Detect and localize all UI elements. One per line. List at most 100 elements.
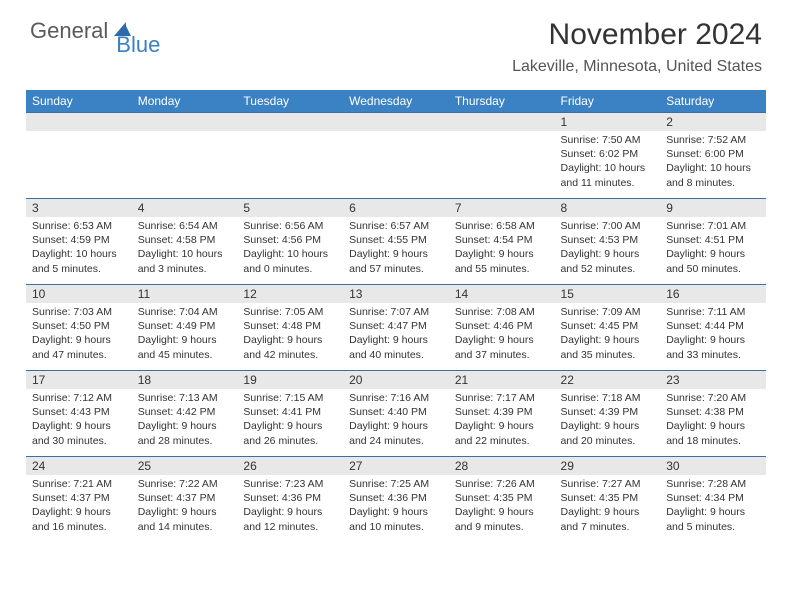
calendar-table: SundayMondayTuesdayWednesdayThursdayFrid… bbox=[26, 90, 766, 543]
month-title: November 2024 bbox=[512, 18, 762, 52]
calendar-day-cell bbox=[449, 113, 555, 199]
day-number: 20 bbox=[343, 371, 449, 389]
calendar-day-cell: 24Sunrise: 7:21 AMSunset: 4:37 PMDayligh… bbox=[26, 457, 132, 543]
weekday-header: Friday bbox=[555, 90, 661, 113]
calendar-day-cell: 9Sunrise: 7:01 AMSunset: 4:51 PMDaylight… bbox=[660, 199, 766, 285]
empty-day-bar bbox=[237, 113, 343, 131]
day-number: 24 bbox=[26, 457, 132, 475]
calendar-day-cell: 13Sunrise: 7:07 AMSunset: 4:47 PMDayligh… bbox=[343, 285, 449, 371]
weekday-header: Monday bbox=[132, 90, 238, 113]
calendar-day-cell: 27Sunrise: 7:25 AMSunset: 4:36 PMDayligh… bbox=[343, 457, 449, 543]
day-info: Sunrise: 7:13 AMSunset: 4:42 PMDaylight:… bbox=[132, 389, 238, 450]
day-info: Sunrise: 6:54 AMSunset: 4:58 PMDaylight:… bbox=[132, 217, 238, 278]
day-info: Sunrise: 6:57 AMSunset: 4:55 PMDaylight:… bbox=[343, 217, 449, 278]
calendar-day-cell: 14Sunrise: 7:08 AMSunset: 4:46 PMDayligh… bbox=[449, 285, 555, 371]
day-number: 10 bbox=[26, 285, 132, 303]
day-info: Sunrise: 7:18 AMSunset: 4:39 PMDaylight:… bbox=[555, 389, 661, 450]
day-number: 19 bbox=[237, 371, 343, 389]
calendar-week-row: 17Sunrise: 7:12 AMSunset: 4:43 PMDayligh… bbox=[26, 371, 766, 457]
weekday-header: Saturday bbox=[660, 90, 766, 113]
weekday-header: Thursday bbox=[449, 90, 555, 113]
weekday-header: Sunday bbox=[26, 90, 132, 113]
day-number: 21 bbox=[449, 371, 555, 389]
calendar-day-cell: 22Sunrise: 7:18 AMSunset: 4:39 PMDayligh… bbox=[555, 371, 661, 457]
calendar-day-cell: 6Sunrise: 6:57 AMSunset: 4:55 PMDaylight… bbox=[343, 199, 449, 285]
day-number: 26 bbox=[237, 457, 343, 475]
calendar-day-cell: 5Sunrise: 6:56 AMSunset: 4:56 PMDaylight… bbox=[237, 199, 343, 285]
calendar-day-cell: 30Sunrise: 7:28 AMSunset: 4:34 PMDayligh… bbox=[660, 457, 766, 543]
logo: General Blue bbox=[30, 18, 178, 44]
calendar-day-cell: 16Sunrise: 7:11 AMSunset: 4:44 PMDayligh… bbox=[660, 285, 766, 371]
logo-text-blue: Blue bbox=[116, 32, 160, 58]
calendar-day-cell: 4Sunrise: 6:54 AMSunset: 4:58 PMDaylight… bbox=[132, 199, 238, 285]
day-info: Sunrise: 7:16 AMSunset: 4:40 PMDaylight:… bbox=[343, 389, 449, 450]
calendar-week-row: 3Sunrise: 6:53 AMSunset: 4:59 PMDaylight… bbox=[26, 199, 766, 285]
empty-day-bar bbox=[132, 113, 238, 131]
day-number: 17 bbox=[26, 371, 132, 389]
calendar-week-row: 24Sunrise: 7:21 AMSunset: 4:37 PMDayligh… bbox=[26, 457, 766, 543]
day-info: Sunrise: 7:28 AMSunset: 4:34 PMDaylight:… bbox=[660, 475, 766, 536]
calendar-day-cell: 8Sunrise: 7:00 AMSunset: 4:53 PMDaylight… bbox=[555, 199, 661, 285]
day-number: 30 bbox=[660, 457, 766, 475]
day-info: Sunrise: 7:04 AMSunset: 4:49 PMDaylight:… bbox=[132, 303, 238, 364]
day-info: Sunrise: 7:26 AMSunset: 4:35 PMDaylight:… bbox=[449, 475, 555, 536]
day-number: 3 bbox=[26, 199, 132, 217]
day-info: Sunrise: 7:09 AMSunset: 4:45 PMDaylight:… bbox=[555, 303, 661, 364]
day-number: 6 bbox=[343, 199, 449, 217]
calendar-day-cell: 19Sunrise: 7:15 AMSunset: 4:41 PMDayligh… bbox=[237, 371, 343, 457]
day-number: 7 bbox=[449, 199, 555, 217]
location-text: Lakeville, Minnesota, United States bbox=[512, 58, 762, 76]
weekday-header: Wednesday bbox=[343, 90, 449, 113]
day-number: 15 bbox=[555, 285, 661, 303]
weekday-header: Tuesday bbox=[237, 90, 343, 113]
day-number: 25 bbox=[132, 457, 238, 475]
day-info: Sunrise: 6:53 AMSunset: 4:59 PMDaylight:… bbox=[26, 217, 132, 278]
calendar-day-cell: 1Sunrise: 7:50 AMSunset: 6:02 PMDaylight… bbox=[555, 113, 661, 199]
weekday-header-row: SundayMondayTuesdayWednesdayThursdayFrid… bbox=[26, 90, 766, 113]
calendar-week-row: 10Sunrise: 7:03 AMSunset: 4:50 PMDayligh… bbox=[26, 285, 766, 371]
day-info: Sunrise: 6:58 AMSunset: 4:54 PMDaylight:… bbox=[449, 217, 555, 278]
calendar-day-cell bbox=[26, 113, 132, 199]
day-info: Sunrise: 7:52 AMSunset: 6:00 PMDaylight:… bbox=[660, 131, 766, 192]
calendar-day-cell bbox=[343, 113, 449, 199]
calendar-day-cell: 2Sunrise: 7:52 AMSunset: 6:00 PMDaylight… bbox=[660, 113, 766, 199]
calendar-day-cell: 28Sunrise: 7:26 AMSunset: 4:35 PMDayligh… bbox=[449, 457, 555, 543]
day-number: 13 bbox=[343, 285, 449, 303]
calendar-day-cell: 15Sunrise: 7:09 AMSunset: 4:45 PMDayligh… bbox=[555, 285, 661, 371]
day-number: 11 bbox=[132, 285, 238, 303]
day-info: Sunrise: 6:56 AMSunset: 4:56 PMDaylight:… bbox=[237, 217, 343, 278]
day-info: Sunrise: 7:17 AMSunset: 4:39 PMDaylight:… bbox=[449, 389, 555, 450]
empty-day-bar bbox=[343, 113, 449, 131]
day-number: 4 bbox=[132, 199, 238, 217]
day-info: Sunrise: 7:05 AMSunset: 4:48 PMDaylight:… bbox=[237, 303, 343, 364]
day-number: 16 bbox=[660, 285, 766, 303]
day-info: Sunrise: 7:12 AMSunset: 4:43 PMDaylight:… bbox=[26, 389, 132, 450]
day-number: 12 bbox=[237, 285, 343, 303]
day-number: 5 bbox=[237, 199, 343, 217]
calendar-day-cell: 18Sunrise: 7:13 AMSunset: 4:42 PMDayligh… bbox=[132, 371, 238, 457]
day-info: Sunrise: 7:07 AMSunset: 4:47 PMDaylight:… bbox=[343, 303, 449, 364]
calendar-day-cell: 25Sunrise: 7:22 AMSunset: 4:37 PMDayligh… bbox=[132, 457, 238, 543]
calendar-day-cell: 10Sunrise: 7:03 AMSunset: 4:50 PMDayligh… bbox=[26, 285, 132, 371]
day-number: 1 bbox=[555, 113, 661, 131]
day-info: Sunrise: 7:50 AMSunset: 6:02 PMDaylight:… bbox=[555, 131, 661, 192]
day-info: Sunrise: 7:03 AMSunset: 4:50 PMDaylight:… bbox=[26, 303, 132, 364]
day-number: 18 bbox=[132, 371, 238, 389]
title-block: November 2024 Lakeville, Minnesota, Unit… bbox=[512, 18, 762, 76]
calendar-day-cell bbox=[237, 113, 343, 199]
day-info: Sunrise: 7:23 AMSunset: 4:36 PMDaylight:… bbox=[237, 475, 343, 536]
day-number: 23 bbox=[660, 371, 766, 389]
day-info: Sunrise: 7:22 AMSunset: 4:37 PMDaylight:… bbox=[132, 475, 238, 536]
calendar-day-cell: 26Sunrise: 7:23 AMSunset: 4:36 PMDayligh… bbox=[237, 457, 343, 543]
calendar-week-row: 1Sunrise: 7:50 AMSunset: 6:02 PMDaylight… bbox=[26, 113, 766, 199]
day-info: Sunrise: 7:08 AMSunset: 4:46 PMDaylight:… bbox=[449, 303, 555, 364]
logo-text-general: General bbox=[30, 18, 108, 44]
day-info: Sunrise: 7:27 AMSunset: 4:35 PMDaylight:… bbox=[555, 475, 661, 536]
header: General Blue November 2024 Lakeville, Mi… bbox=[0, 0, 792, 84]
day-info: Sunrise: 7:21 AMSunset: 4:37 PMDaylight:… bbox=[26, 475, 132, 536]
calendar-day-cell: 23Sunrise: 7:20 AMSunset: 4:38 PMDayligh… bbox=[660, 371, 766, 457]
calendar-day-cell: 3Sunrise: 6:53 AMSunset: 4:59 PMDaylight… bbox=[26, 199, 132, 285]
calendar-day-cell: 20Sunrise: 7:16 AMSunset: 4:40 PMDayligh… bbox=[343, 371, 449, 457]
day-info: Sunrise: 7:01 AMSunset: 4:51 PMDaylight:… bbox=[660, 217, 766, 278]
day-number: 29 bbox=[555, 457, 661, 475]
